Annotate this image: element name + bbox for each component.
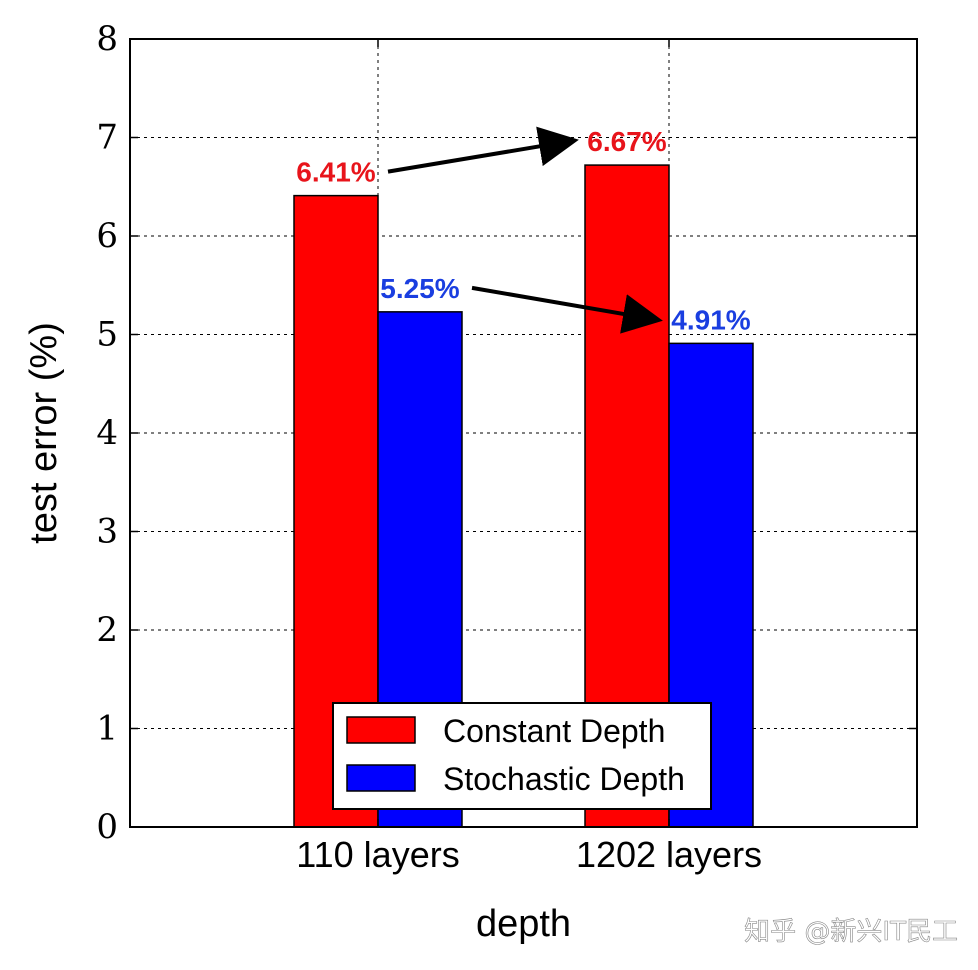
- trend-arrows: [387, 126, 663, 334]
- y-tick-label: 7: [96, 118, 118, 158]
- y-tick-label: 2: [96, 610, 118, 650]
- x-axis-ticks: 110 layers 1202 layers: [296, 39, 762, 875]
- trend-arrow: [471, 285, 663, 334]
- y-tick-label: 5: [96, 315, 118, 355]
- x-tick-label: 1202 layers: [576, 834, 762, 875]
- legend-label: Constant Depth: [443, 713, 665, 749]
- trend-arrow: [387, 126, 579, 174]
- y-tick-label: 6: [96, 216, 118, 256]
- legend: Constant Depth Stochastic Depth: [332, 702, 712, 810]
- y-axis-label: test error (%): [23, 322, 65, 544]
- x-axis-label: depth: [476, 903, 571, 945]
- data-label: 5.25%: [380, 273, 459, 304]
- data-label: 6.67%: [587, 126, 666, 157]
- data-label: 6.41%: [296, 157, 375, 188]
- watermark-text: 知乎 @新兴IT民工: [744, 917, 958, 947]
- legend-label: Stochastic Depth: [443, 761, 685, 797]
- y-axis-ticks: 0 1 2 3 4 5 6 7 8: [96, 19, 917, 847]
- legend-swatch: [346, 764, 416, 792]
- data-label: 4.91%: [671, 304, 750, 335]
- y-tick-label: 8: [96, 19, 118, 59]
- y-tick-label: 3: [96, 512, 118, 552]
- x-tick-label: 110 layers: [296, 834, 459, 875]
- y-tick-label: 1: [96, 709, 118, 749]
- y-tick-label: 4: [96, 413, 118, 453]
- y-tick-label: 0: [96, 807, 118, 847]
- legend-swatch: [346, 716, 416, 744]
- data-labels: 6.41% 6.67% 5.25% 4.91%: [296, 126, 750, 335]
